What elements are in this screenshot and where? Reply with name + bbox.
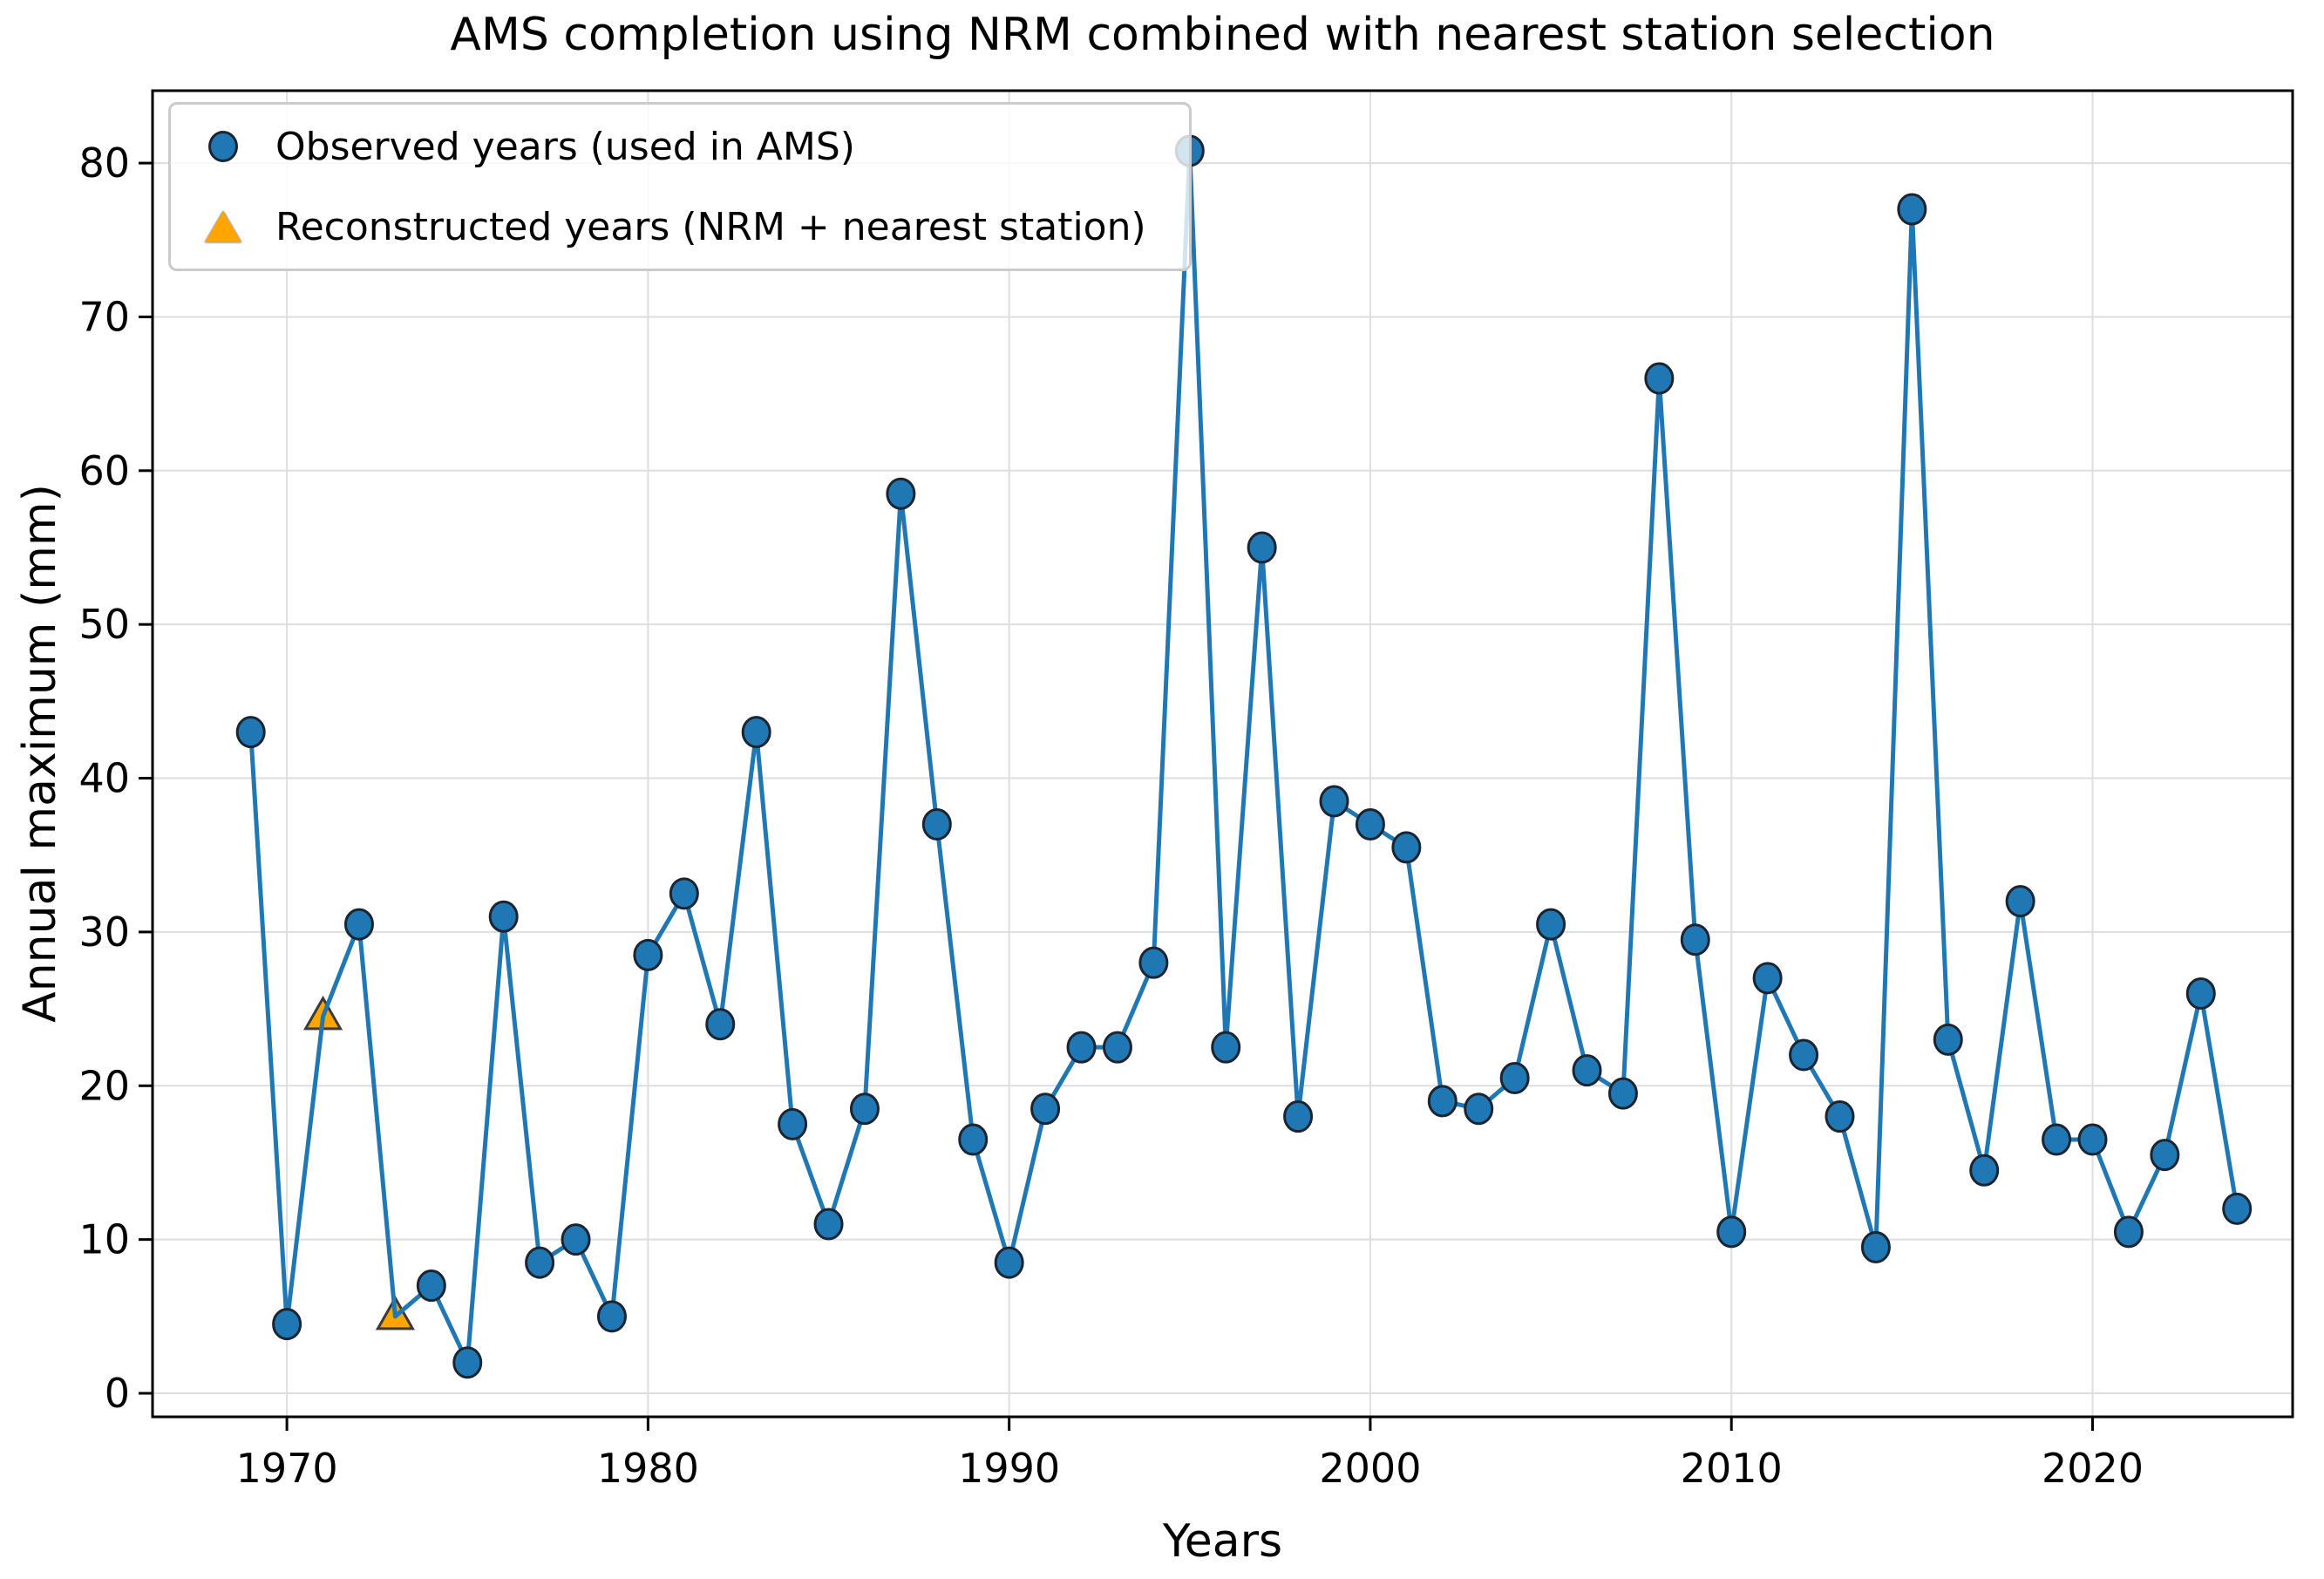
data-point-circle — [2150, 1139, 2180, 1172]
data-point-circle — [1607, 1077, 1638, 1110]
legend-item-observed: Observed years (used in AMS) — [171, 108, 1189, 185]
y-tick-label: 10 — [78, 1216, 130, 1263]
data-point-circle — [1789, 1038, 1819, 1072]
x-tick-label: 2020 — [2042, 1445, 2144, 1492]
chart-title: AMS completion using NRM combined with n… — [450, 9, 1995, 61]
data-point-circle — [1644, 362, 1675, 395]
x-tick-label: 1990 — [958, 1445, 1060, 1492]
data-point-circle — [886, 477, 916, 510]
data-point-circle — [416, 1269, 446, 1303]
data-point-circle — [1499, 1061, 1530, 1094]
data-point-circle — [1752, 962, 1783, 995]
data-point-circle — [778, 1107, 808, 1140]
data-point-circle — [1572, 1054, 1602, 1087]
data-point-circle — [1247, 531, 1277, 564]
data-point-circle — [2042, 1123, 2072, 1156]
data-point-circle — [1716, 1215, 1747, 1249]
axes-spines — [151, 89, 2294, 1419]
data-point-circle — [633, 938, 663, 971]
legend-circle-marker-icon — [171, 131, 275, 162]
data-point-circle — [1355, 807, 1385, 841]
x-tick-label: 2000 — [1319, 1445, 1421, 1492]
data-point-circle — [1969, 1154, 2000, 1187]
data-point-circle — [669, 877, 699, 910]
data-point-circle — [2222, 1192, 2253, 1225]
data-point-circle — [2185, 977, 2216, 1010]
data-point-circle — [1030, 1092, 1061, 1126]
data-point-circle — [921, 807, 952, 841]
data-point-circle — [2113, 1215, 2144, 1249]
x-axis-title: Years — [1162, 1515, 1283, 1568]
data-point-circle — [1211, 1031, 1241, 1064]
data-point-circle — [343, 908, 374, 941]
data-point-circle — [1283, 1100, 1314, 1133]
x-tick-label: 2010 — [1681, 1445, 1783, 1492]
data-point-circle — [1680, 923, 1710, 956]
data-point-circle — [741, 716, 771, 749]
data-point-circle — [1897, 193, 1927, 226]
data-point-circle — [525, 1246, 555, 1279]
y-tick-label: 30 — [78, 909, 130, 956]
series-line — [248, 148, 2239, 1365]
legend-label-observed: Observed years (used in AMS) — [275, 124, 855, 169]
data-point-circle — [813, 1208, 844, 1241]
y-tick-label: 40 — [78, 755, 130, 802]
y-tick-label: 60 — [78, 447, 130, 494]
data-point-circle — [705, 1008, 736, 1041]
data-point-circle — [2005, 885, 2035, 918]
data-point-circle — [561, 1223, 591, 1256]
data-point-circle — [1933, 1023, 1963, 1056]
data-point-circle — [1391, 831, 1422, 864]
data-point-circle — [2077, 1123, 2108, 1156]
data-point-circle — [1138, 946, 1169, 979]
y-axis-title: Annual maximum (mm) — [14, 484, 66, 1023]
data-point-circle — [1427, 1085, 1458, 1118]
y-tick-label: 0 — [105, 1370, 130, 1417]
data-point-circle — [452, 1346, 483, 1379]
legend-box: Observed years (used in AMS) Reconstruct… — [168, 102, 1192, 271]
data-point-circle — [994, 1246, 1024, 1279]
y-tick-label: 80 — [78, 140, 130, 187]
legend-label-reconstructed: Reconstructed years (NRM + nearest stati… — [275, 204, 1146, 249]
data-point-circle — [1825, 1100, 1855, 1133]
data-point-circle — [596, 1300, 627, 1333]
data-point-circle — [1536, 908, 1566, 941]
y-tick-label: 70 — [78, 293, 130, 340]
y-tick-label: 50 — [78, 601, 130, 648]
data-point-circle — [958, 1123, 989, 1156]
x-tick-label: 1980 — [597, 1445, 699, 1492]
data-point-circle — [1464, 1092, 1494, 1126]
data-point-circle — [1066, 1031, 1097, 1064]
data-point-circle — [235, 716, 266, 749]
y-tick-label: 20 — [78, 1062, 130, 1109]
data-point-circle — [1102, 1031, 1132, 1064]
x-tick-label: 1970 — [236, 1445, 338, 1492]
data-point-circle — [1860, 1230, 1891, 1263]
data-point-circle — [849, 1092, 880, 1126]
data-point-circle — [488, 900, 519, 933]
legend-triangle-marker-icon — [171, 211, 275, 242]
data-point-circle — [1319, 785, 1349, 818]
data-point-circle — [272, 1308, 302, 1341]
legend-item-reconstructed: Reconstructed years (NRM + nearest stati… — [171, 188, 1189, 265]
